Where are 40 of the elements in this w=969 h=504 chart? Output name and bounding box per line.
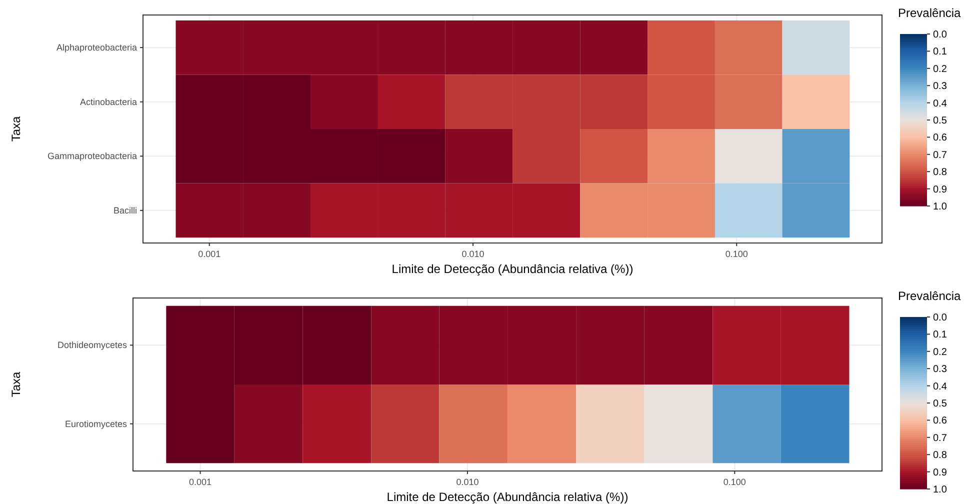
color-bar-label: 0.5 (933, 116, 948, 126)
y-tick-label: Actinobacteria (80, 96, 137, 107)
color-bar-label: 0.5 (933, 398, 948, 410)
color-bar-label: 0.2 (933, 64, 948, 75)
color-bar-label: 0.0 (933, 312, 948, 324)
y-tick-label: Eurotiomycetes (64, 418, 128, 429)
color-bar-label: 1.0 (933, 202, 948, 212)
x-axis-title: Limite de Detecção (Abundância relativa (%)) (386, 490, 628, 504)
y-tick-label: Alphaproteobacteria (56, 42, 137, 53)
x-tick-label: 0.010 (456, 477, 479, 487)
color-bar-label: 0.6 (933, 132, 948, 144)
x-tick-label: 0.100 (723, 477, 746, 487)
x-tick-label: 0.100 (725, 249, 748, 259)
y-tick-label: Bacilli (113, 205, 137, 216)
color-bar-label: 0.7 (933, 432, 948, 444)
legend-title: Prevalência (898, 6, 962, 20)
color-bar-label: 0.6 (933, 416, 948, 427)
x-tick-label: 0.010 (462, 249, 484, 259)
color-bar-label: 0.8 (933, 167, 948, 178)
color-bar-label: 0.9 (933, 467, 948, 478)
color-bar-label: 0.3 (933, 364, 948, 376)
y-tick-label: Dothideomycetes (57, 340, 128, 350)
y-tick-label: Gammaproteobacteria (47, 151, 137, 162)
color-bar-label: 0.4 (933, 98, 948, 110)
color-bar-label: 0.2 (933, 346, 948, 358)
color-bar-label: 0.3 (933, 81, 948, 92)
color-bar-label: 0.4 (933, 381, 948, 392)
legend-title: Prevalência (898, 289, 962, 303)
y-axis-title: Taxa (9, 372, 23, 398)
x-axis-title: Limite de Detecção (Abundância relativa (%)) (392, 262, 634, 276)
color-bar-label: 0.8 (933, 450, 948, 462)
color-bar-label: 1.0 (933, 484, 948, 496)
y-axis-title: Taxa (9, 116, 23, 142)
color-bar-label: 0.7 (933, 150, 948, 161)
color-bar-label: 0.9 (933, 184, 948, 196)
color-bar-label: 0.0 (933, 30, 948, 40)
x-tick-label: 0.001 (189, 477, 212, 487)
color-bar-label: 0.1 (933, 330, 948, 341)
x-tick-label: 0.001 (198, 249, 221, 259)
color-bar-label: 0.1 (933, 46, 948, 58)
